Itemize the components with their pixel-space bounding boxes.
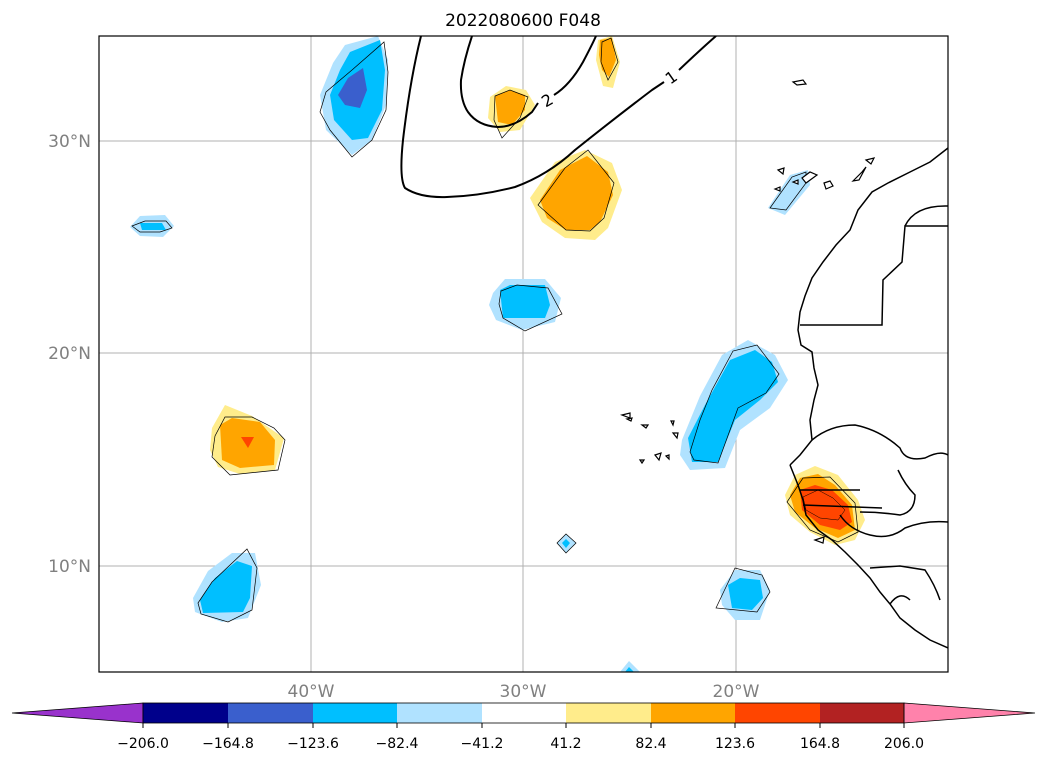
patch-outline (211, 416, 286, 476)
patch-outline (493, 89, 529, 139)
colorbar-segment (651, 703, 735, 723)
colorbar-tick-label: 206.0 (884, 736, 924, 752)
negative-anomaly-patch (728, 578, 763, 610)
cape-verde-island (638, 459, 646, 465)
thick-contours (400, 36, 717, 199)
colorbar-tick-label: 41.2 (550, 736, 581, 752)
lon-tick-label: 40°W (288, 682, 335, 702)
strong-anomaly-marker (241, 437, 254, 448)
colorbar: −206.0 −164.8 −123.6 −82.4 −41.2 41.2 82… (11, 702, 1036, 752)
contour-line (459, 36, 539, 129)
colorbar-extend-min (11, 702, 144, 724)
patch-outline (786, 476, 859, 543)
canary-island (791, 179, 799, 185)
negative-anomaly-patch (200, 561, 252, 613)
madeira-island (791, 79, 808, 86)
patch-outline (131, 220, 173, 233)
positive-anomaly-patch (540, 156, 613, 230)
border-liberia (889, 595, 911, 605)
map-title: 2022080600 F048 (445, 11, 601, 31)
patch-outline (715, 567, 771, 613)
positive-anomaly-patch (495, 90, 525, 125)
cape-verde-island (671, 432, 679, 440)
colorbar-tick-label: −41.2 (461, 736, 504, 752)
cape-verde-island (640, 424, 650, 429)
lon-tick-label: 20°W (713, 682, 760, 702)
canary-island (776, 167, 785, 176)
colorbar-segment (735, 703, 820, 723)
colorbar-segment (397, 703, 482, 723)
colorbar-tick-labels: −206.0 −164.8 −123.6 −82.4 −41.2 41.2 82… (117, 736, 924, 752)
colorbar-tick-label: 123.6 (715, 736, 755, 752)
border-sierra-leone (869, 565, 941, 601)
colorbar-segment (143, 703, 228, 723)
contour-line (553, 36, 597, 96)
canary-island (851, 166, 867, 182)
cape-verde-island (653, 452, 662, 462)
negative-anomaly-patch (688, 350, 778, 462)
lat-tick-label: 10°N (48, 557, 91, 577)
negative-anomaly-patch (620, 661, 640, 672)
negative-anomaly-patch (500, 285, 550, 318)
border-guinea (839, 514, 948, 538)
patch-outline (197, 548, 258, 623)
strong-anomaly-core (802, 489, 846, 521)
contour-line (678, 36, 717, 71)
canary-island (773, 186, 781, 192)
cape-verde-island (664, 454, 670, 461)
colorbar-extend-max (903, 702, 1036, 724)
map-frame (98, 35, 949, 673)
negative-anomaly-patch (140, 223, 166, 230)
canary-island (823, 180, 834, 190)
negative-anomaly-patch (625, 667, 634, 672)
colorbar-segment (566, 703, 651, 723)
colorbar-tick-label: 82.4 (635, 736, 666, 752)
patch-outline (600, 37, 619, 81)
patch-outline (689, 344, 780, 464)
colorbar-segment (482, 703, 566, 723)
coastline-africa-north (789, 147, 948, 466)
cape-verde-island (625, 417, 633, 422)
bijagos-island (813, 536, 825, 544)
patch-outline (319, 41, 389, 158)
border-algeria (904, 205, 948, 227)
map-content: 2 1 (99, 36, 948, 672)
axis-labels: 40°W 30°W 20°W 30°N 20°N 10°N (48, 132, 760, 702)
border-morocco-w-sahara (800, 225, 948, 326)
canary-island (864, 157, 876, 165)
contour-line (400, 36, 665, 199)
coastlines (789, 147, 948, 649)
colorbar-tick-label: −82.4 (376, 736, 419, 752)
border-mauritania-mali (811, 424, 948, 460)
colorbar-segment (228, 703, 313, 723)
colorbar-tick-label: 164.8 (800, 736, 840, 752)
colorbar-ticks (142, 723, 905, 728)
negative-anomaly-patch (562, 539, 570, 548)
map-panel: 2 1 (98, 35, 949, 673)
negative-anomaly-patch (768, 170, 810, 215)
patch-outline (537, 149, 615, 232)
cape-verde-island (670, 420, 675, 427)
border-senegal-mali (859, 469, 916, 516)
colorbar-tick-label: −123.6 (287, 736, 339, 752)
negative-anomaly-patch (338, 68, 367, 108)
lat-tick-label: 30°N (48, 132, 91, 152)
lat-tick-label: 20°N (48, 344, 91, 364)
canary-island (801, 171, 819, 184)
islands (619, 79, 876, 544)
patch-outline (498, 284, 563, 332)
colorbar-segment (313, 703, 397, 723)
lon-tick-label: 30°W (500, 682, 547, 702)
cape-verde-island (619, 412, 631, 419)
colorbar-segment (820, 703, 904, 723)
patch-outline (556, 533, 577, 554)
colorbar-outline (142, 702, 905, 724)
colorbar-tick-label: −206.0 (117, 736, 169, 752)
colorbar-tick-label: −164.8 (202, 736, 254, 752)
border-gambia-south (802, 504, 883, 509)
